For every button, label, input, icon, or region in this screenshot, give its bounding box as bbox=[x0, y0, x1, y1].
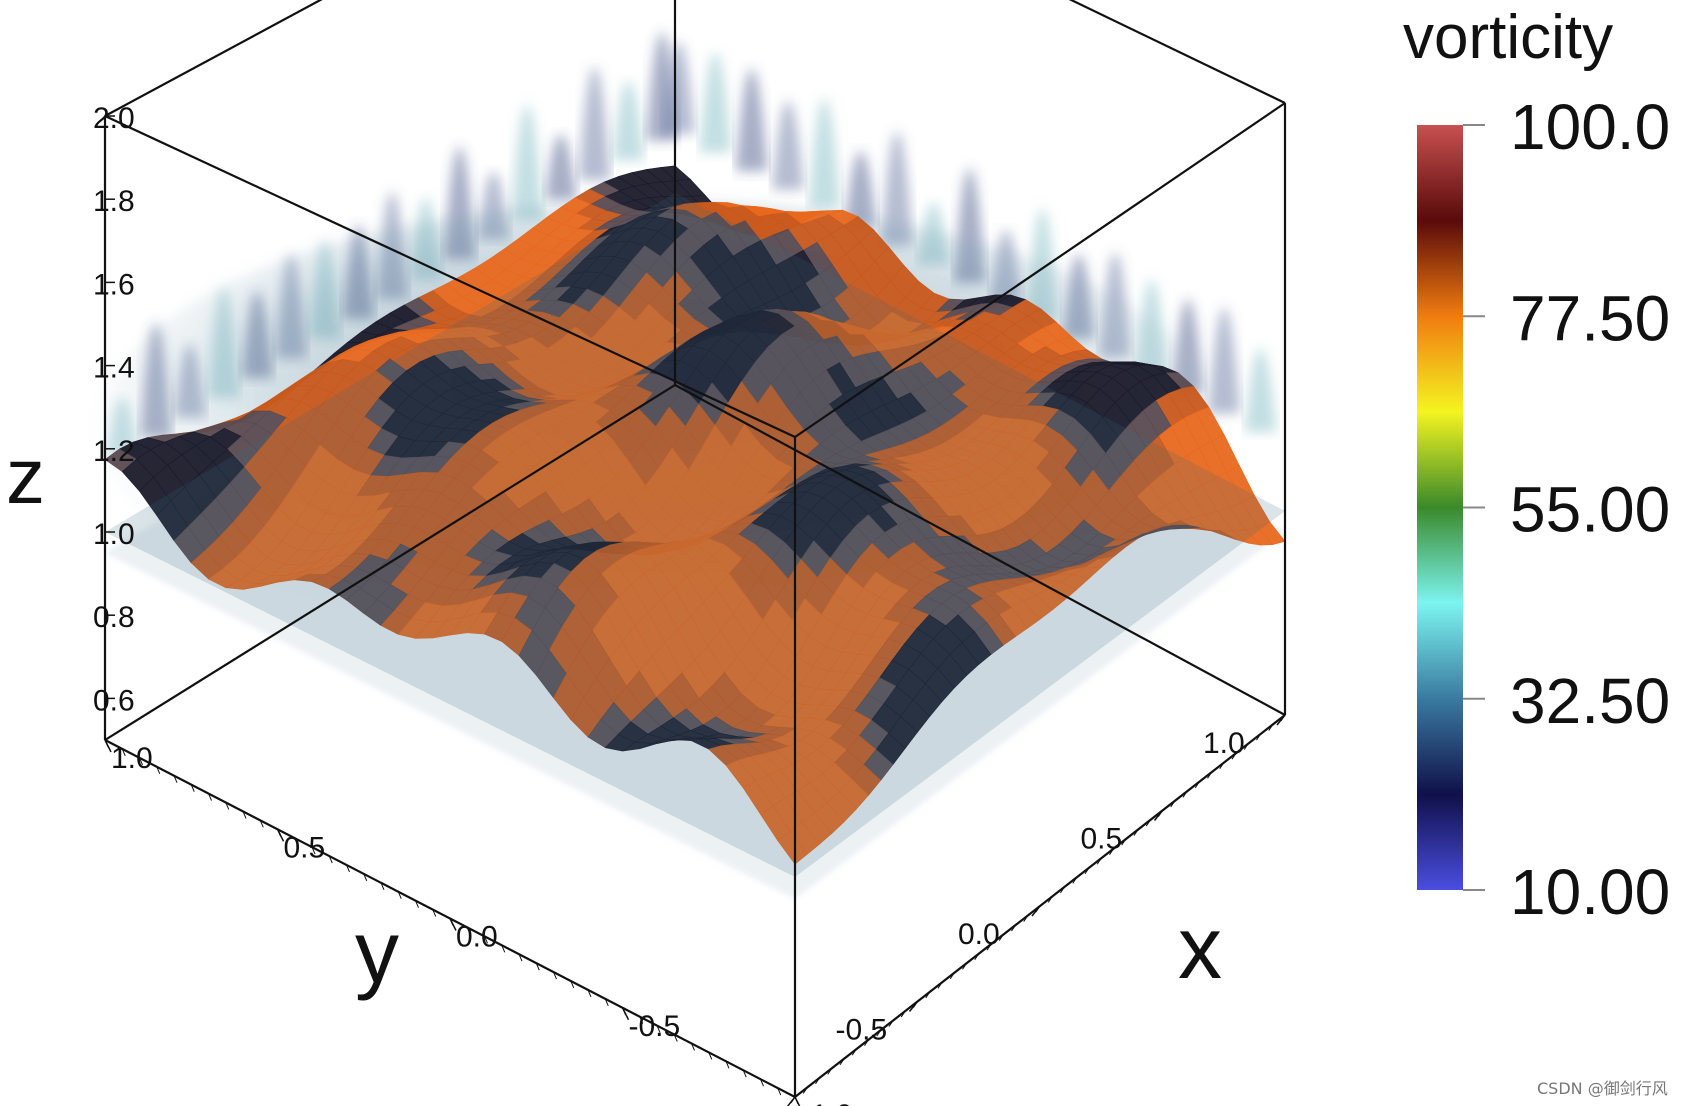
z-tick-label: 0.8 bbox=[93, 601, 135, 634]
y-tick-label: -0.5 bbox=[629, 1010, 681, 1043]
x-tick-label: 0.0 bbox=[958, 918, 1000, 951]
z-tick-label: 1.2 bbox=[93, 435, 135, 468]
axis-ticks: 0.6 0.8 1.0 1.2 1.4 1.6 1.8 2.0 -1.0 -0.5 0.0 0.5 1.… bbox=[93, 102, 1286, 1106]
vorticity-surface bbox=[104, 165, 1286, 877]
x-tick-label: -0.5 bbox=[836, 1014, 888, 1047]
x-tick-label: 0.5 bbox=[1081, 823, 1123, 856]
colorbar-tick-label: 77.50 bbox=[1510, 282, 1670, 354]
y-tick-label: 0.5 bbox=[284, 831, 326, 864]
x-tick-label: 1.0 bbox=[1203, 727, 1245, 760]
y-tick-label: -1.0 bbox=[801, 1099, 853, 1106]
watermark: CSDN @御剑行风 bbox=[1537, 1079, 1668, 1098]
z-tick-label: 1.8 bbox=[93, 185, 135, 218]
z-tick-label: 2.0 bbox=[93, 102, 135, 135]
z-axis-title: z bbox=[6, 432, 45, 520]
box-edge bbox=[794, 102, 1286, 438]
z-tick-label: 0.6 bbox=[93, 684, 135, 717]
colorbar-tick-label: 100.0 bbox=[1510, 91, 1670, 163]
colorbar-tick-label: 32.50 bbox=[1510, 665, 1670, 737]
colorbar-ramp bbox=[1417, 125, 1463, 890]
y-axis-title: y bbox=[355, 902, 399, 1001]
box-edge bbox=[674, 384, 1286, 716]
x-axis-title: x bbox=[1178, 898, 1222, 997]
box-edge bbox=[104, 0, 323, 117]
colorbar-tick-label: 10.00 bbox=[1510, 856, 1670, 928]
y-tick-label: 0.0 bbox=[456, 921, 498, 954]
colorbar: vorticity 100.0 77.50 55.00 32.50 10.00 bbox=[1403, 3, 1670, 928]
colorbar-tick-label: 55.00 bbox=[1510, 474, 1670, 546]
box-edge bbox=[1068, 0, 1286, 104]
z-tick-label: 1.4 bbox=[93, 352, 135, 385]
box-edge bbox=[104, 115, 796, 438]
z-tick-label: 1.0 bbox=[93, 518, 135, 551]
y-tick-label: 1.0 bbox=[111, 742, 153, 775]
colorbar-title: vorticity bbox=[1403, 3, 1613, 72]
box-edge bbox=[104, 384, 676, 741]
z-tick-label: 1.6 bbox=[93, 268, 135, 301]
